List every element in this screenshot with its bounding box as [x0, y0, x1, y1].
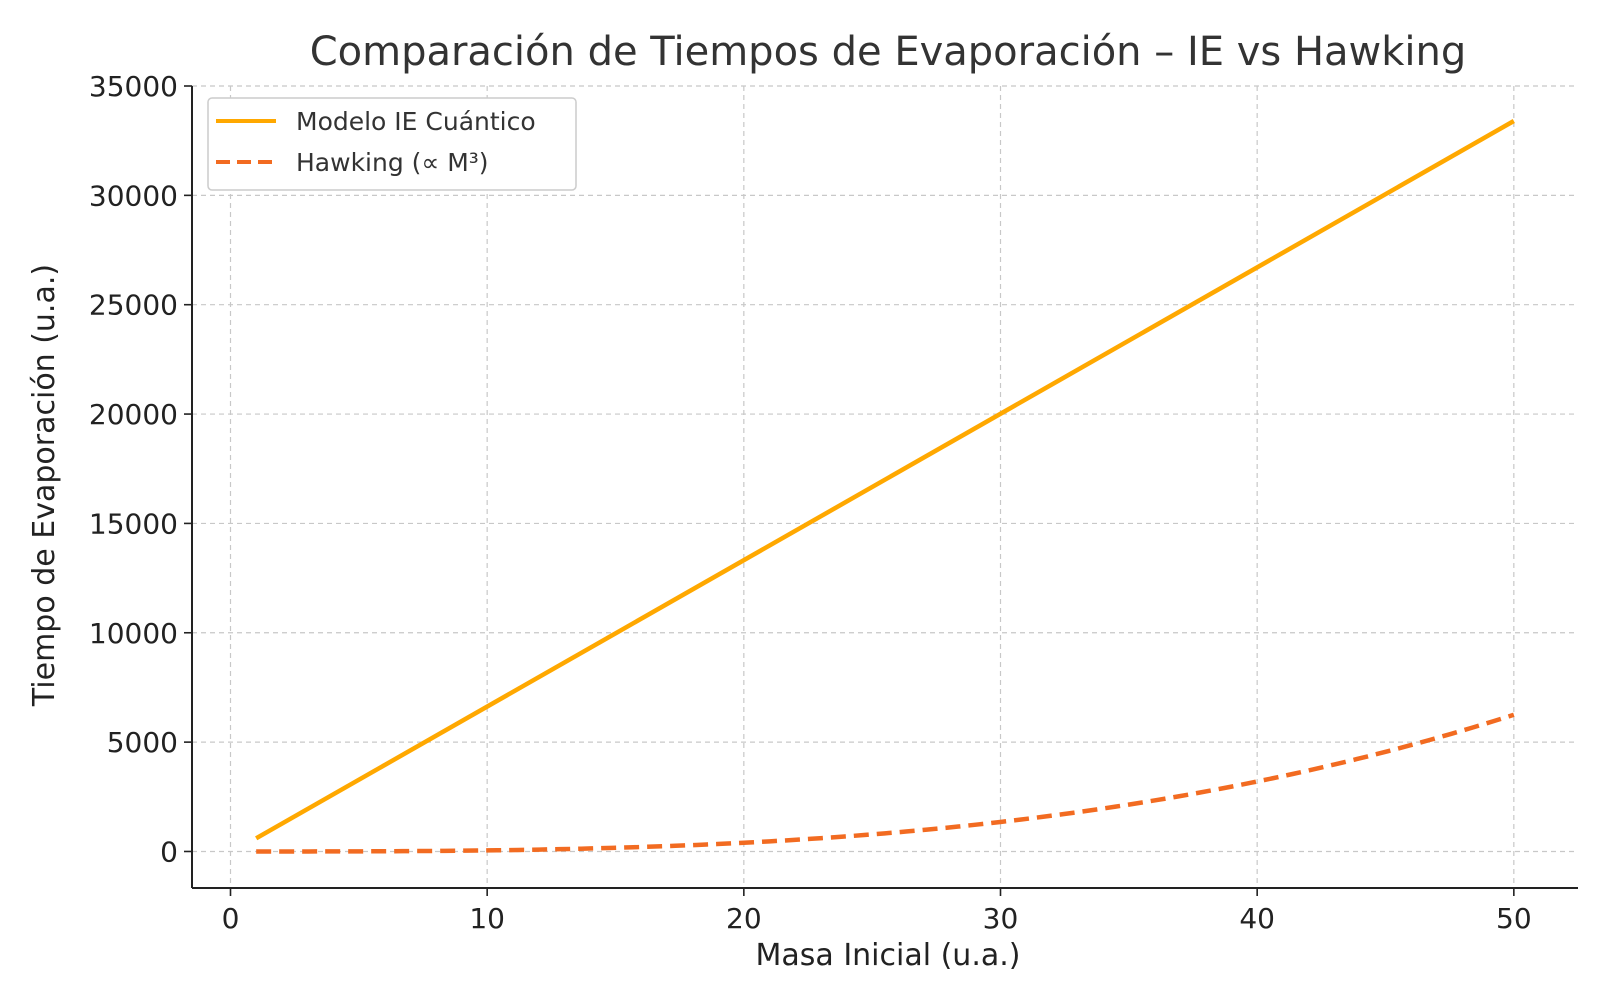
grid [192, 85, 1578, 888]
y-tick-label: 30000 [89, 179, 178, 212]
y-ticks: 0 5000 10000 15000 20000 25000 30000 35000 [89, 70, 192, 868]
y-tick-label: 15000 [89, 507, 178, 540]
y-tick-label: 20000 [89, 398, 178, 431]
x-tick-label: 40 [1239, 902, 1275, 935]
x-tick-label: 10 [469, 902, 505, 935]
chart-title: Comparación de Tiempos de Evaporación – … [310, 29, 1467, 75]
y-tick-label: 5000 [107, 726, 178, 759]
x-ticks: 0 10 20 30 40 50 [222, 888, 1532, 935]
x-axis-label: Masa Inicial (u.a.) [756, 938, 1021, 973]
x-tick-label: 50 [1496, 902, 1532, 935]
legend: Modelo IE Cuántico Hawking (∝ M³) [207, 97, 577, 191]
series-layer [255, 119, 1515, 854]
y-tick-label: 10000 [89, 617, 178, 650]
x-tick-label: 20 [726, 902, 762, 935]
y-tick-label: 35000 [89, 70, 178, 103]
legend-label-hawking: Hawking (∝ M³) [296, 148, 489, 177]
x-tick-label: 30 [983, 902, 1019, 935]
series-line-ie [255, 119, 1515, 841]
x-tick-label: 0 [222, 902, 240, 935]
legend-box [207, 97, 577, 191]
axes [191, 86, 1578, 889]
y-axis-label: Tiempo de Evaporación (u.a.) [27, 264, 62, 707]
series-line-hawking [256, 712, 1515, 854]
legend-label-ie: Modelo IE Cuántico [296, 107, 536, 136]
y-tick-label: 0 [160, 835, 178, 868]
y-tick-label: 25000 [89, 289, 178, 322]
